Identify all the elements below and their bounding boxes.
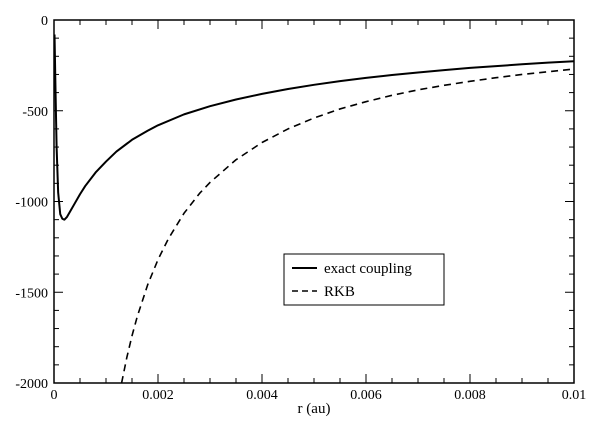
x-tick-label: 0.002 [142,388,174,403]
plot-series [53,34,575,384]
x-tick-label: 0 [51,388,58,403]
x-tick-labels: 0 0.002 0.004 0.006 0.008 0.01 [51,388,587,403]
legend-label-rkb: RKB [324,284,355,300]
series-line-exact-coupling [53,34,575,221]
legend: exact coupling RKB [283,253,445,306]
y-tick-label: -2000 [15,377,48,392]
y-tick-label: -1000 [15,196,48,211]
y-tick-label: -500 [22,105,48,120]
axis-ticks [53,19,575,384]
plot-frame [53,19,575,384]
x-tick-label: 0.008 [454,388,486,403]
legend-box [283,253,445,306]
x-axis-title: r (au) [298,401,331,417]
y-tick-label: -1500 [15,286,48,301]
y-tick-label: 0 [41,14,48,29]
legend-label-exact-coupling: exact coupling [324,261,412,277]
x-tick-label: 0.004 [246,388,278,403]
series-line-rkb [120,68,575,384]
y-tick-labels: 0 -500 -1000 -1500 -2000 [15,14,48,392]
x-tick-label: 0.01 [562,388,587,403]
x-tick-label: 0.006 [350,388,382,403]
